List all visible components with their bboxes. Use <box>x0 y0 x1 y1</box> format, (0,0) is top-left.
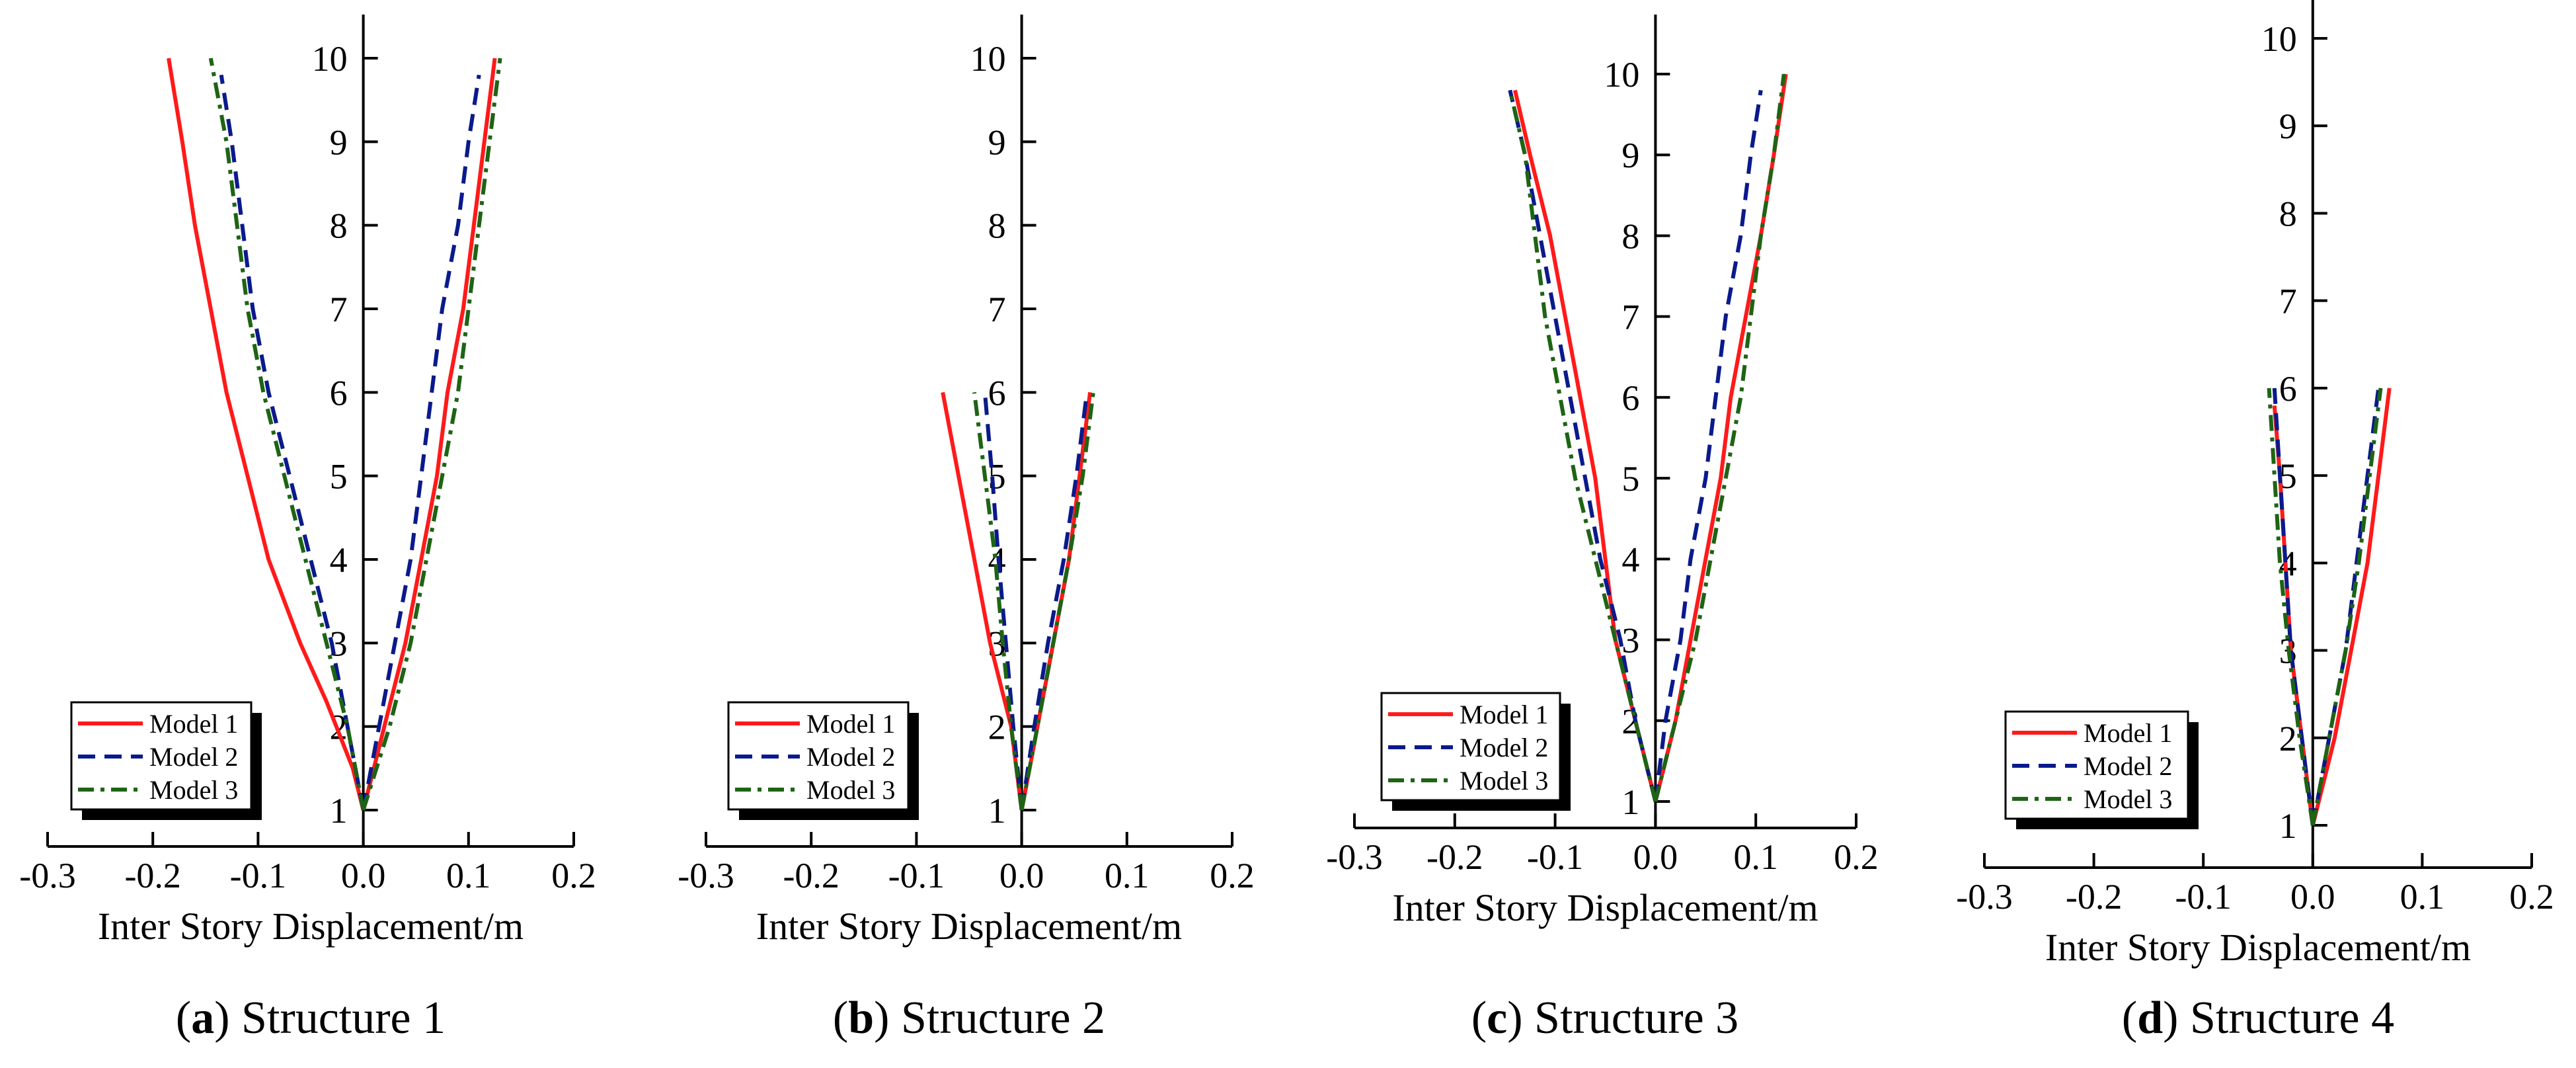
x-tick-label: -0.3 <box>1956 877 2012 917</box>
series-line-right <box>361 58 497 811</box>
x-axis-label: Inter Story Displacement/m <box>2045 926 2471 969</box>
series-line-right <box>1653 89 1763 802</box>
x-tick-label: 0.0 <box>1633 837 1678 877</box>
y-tick-label: 3 <box>1621 621 1639 661</box>
y-tick-label: 1 <box>330 791 348 831</box>
series-line-left <box>2272 388 2315 826</box>
legend-label: Model 3 <box>2084 784 2172 814</box>
series-line-right <box>1019 391 1089 811</box>
legend-label: Model 2 <box>149 742 238 772</box>
y-tick-label: 10 <box>312 39 348 79</box>
y-tick-label: 5 <box>330 457 348 497</box>
series-line-left <box>982 392 1024 811</box>
x-axis-label: Inter Story Displacement/m <box>756 905 1182 948</box>
y-tick-label: 7 <box>1621 298 1639 337</box>
y-tick-label: 9 <box>1621 136 1639 175</box>
series-line-right <box>2310 388 2383 826</box>
x-tick-label: -0.1 <box>230 856 286 895</box>
series-line-right <box>361 58 502 811</box>
y-tick-label: 1 <box>1621 782 1639 822</box>
x-tick-label: -0.3 <box>1326 837 1382 877</box>
x-tick-label: 0.0 <box>341 856 386 895</box>
x-tick-label: 0.2 <box>2509 877 2554 917</box>
y-tick-label: 7 <box>2279 282 2297 321</box>
series-line-right <box>1653 73 1788 802</box>
series-line-left <box>941 391 1024 811</box>
x-tick-label: -0.2 <box>2066 877 2122 917</box>
x-tick-label: -0.1 <box>1527 837 1583 877</box>
series-line-left <box>219 74 366 811</box>
x-tick-label: 0.2 <box>1834 837 1879 877</box>
y-tick-label: 8 <box>1621 216 1639 256</box>
x-tick-label: -0.2 <box>783 856 839 895</box>
x-axis-label: Inter Story Displacement/m <box>1392 886 1818 929</box>
y-tick-label: 6 <box>1621 378 1639 418</box>
y-tick-label: 8 <box>330 206 348 246</box>
x-tick-label: -0.3 <box>19 856 75 895</box>
legend-label: Model 3 <box>1460 766 1548 796</box>
x-axis-label: Inter Story Displacement/m <box>98 905 524 948</box>
x-tick-label: 0.2 <box>1210 856 1255 895</box>
legend-label: Model 2 <box>1460 733 1548 762</box>
series-line-left <box>1508 89 1658 802</box>
panel-caption: (a) Structure 1 <box>176 993 446 1044</box>
y-tick-label: 9 <box>330 122 348 162</box>
y-tick-label: 5 <box>1621 459 1639 499</box>
legend-label: Model 1 <box>806 709 895 739</box>
series-line-left <box>972 391 1024 811</box>
legend-label: Model 1 <box>1460 700 1548 729</box>
y-tick-label: 10 <box>1604 55 1639 95</box>
y-tick-label: 1 <box>2279 806 2297 846</box>
y-tick-label: 4 <box>330 540 348 580</box>
y-tick-label: 10 <box>2261 19 2297 59</box>
y-tick-label: 7 <box>988 290 1006 329</box>
y-tick-label: 6 <box>2279 369 2297 409</box>
y-tick-label: 2 <box>988 708 1006 747</box>
y-tick-label: 6 <box>330 373 348 413</box>
legend-label: Model 1 <box>149 709 238 739</box>
series-line-right <box>2310 388 2381 826</box>
x-tick-label: 0.2 <box>551 856 596 895</box>
y-tick-label: 6 <box>988 373 1006 413</box>
legend-label: Model 2 <box>806 742 895 772</box>
series-line-left <box>1508 89 1658 802</box>
series-line-left <box>208 58 366 811</box>
x-tick-label: -0.2 <box>124 856 180 895</box>
legend-label: Model 3 <box>149 775 238 805</box>
x-tick-label: 0.1 <box>446 856 491 895</box>
panel-caption: (d) Structure 4 <box>2122 993 2394 1044</box>
series-line-left <box>2267 388 2315 826</box>
x-tick-label: -0.1 <box>888 856 945 895</box>
x-tick-label: 0.0 <box>2290 877 2335 917</box>
y-tick-label: 9 <box>2279 106 2297 146</box>
y-tick-label: 7 <box>330 290 348 329</box>
legend-label: Model 3 <box>806 775 895 805</box>
y-tick-label: 8 <box>2279 194 2297 233</box>
series-line-right <box>1653 73 1786 802</box>
series-line-right <box>361 74 481 811</box>
legend-box <box>2004 710 2189 820</box>
x-tick-label: -0.1 <box>2175 877 2231 917</box>
series-line-left <box>167 58 366 811</box>
x-tick-label: -0.2 <box>1426 837 1483 877</box>
y-tick-label: 4 <box>1621 540 1639 579</box>
y-tick-label: 8 <box>988 206 1006 246</box>
panel-caption: (b) Structure 2 <box>833 993 1105 1044</box>
x-tick-label: -0.3 <box>678 856 734 895</box>
y-tick-label: 2 <box>2279 719 2297 759</box>
y-tick-label: 9 <box>988 122 1006 162</box>
series-line-right <box>2310 388 2392 826</box>
series-line-right <box>1019 391 1095 811</box>
legend-label: Model 1 <box>2084 718 2172 748</box>
y-tick-label: 1 <box>988 791 1006 831</box>
y-tick-label: 10 <box>970 39 1006 79</box>
panel-caption: (c) Structure 3 <box>1471 993 1738 1044</box>
x-tick-label: 0.1 <box>1733 837 1778 877</box>
legend-label: Model 2 <box>2084 751 2172 781</box>
x-tick-label: 0.1 <box>2400 877 2445 917</box>
x-tick-label: 0.1 <box>1105 856 1150 895</box>
x-tick-label: 0.0 <box>999 856 1044 895</box>
